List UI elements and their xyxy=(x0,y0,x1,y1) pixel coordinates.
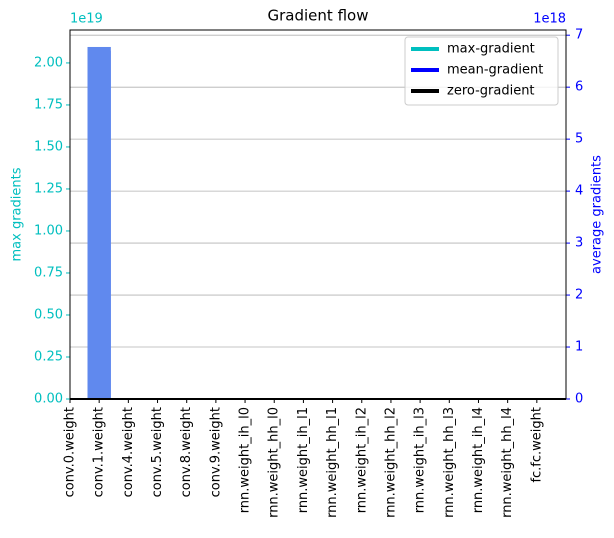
x-tick-label: rnn.weight_ih_l3 xyxy=(413,407,428,513)
x-tick-label: rnn.weight_hh_l2 xyxy=(383,407,398,518)
x-tick-label: conv.4.weight xyxy=(121,407,136,497)
y2-offset-label: 1e18 xyxy=(533,12,566,27)
x-tick-label: conv.9.weight xyxy=(208,407,223,497)
x-tick-label: rnn.weight_ih_l2 xyxy=(354,407,369,513)
y-tick-label: 2.00 xyxy=(34,55,63,70)
x-tick-label: rnn.weight_ih_l1 xyxy=(296,407,311,513)
legend-label: zero-gradient xyxy=(447,84,535,99)
chart-title: Gradient flow xyxy=(268,7,369,25)
y-tick-label: 0.75 xyxy=(34,265,63,280)
x-tick-label: conv.8.weight xyxy=(179,407,194,497)
y-tick-label: 1.00 xyxy=(34,223,63,238)
y-tick-label: 1.25 xyxy=(34,181,63,196)
y-tick-label: 1.50 xyxy=(34,139,63,154)
y-offset-label: 1e19 xyxy=(70,12,103,27)
y2-tick-label: 0 xyxy=(575,392,583,407)
x-tick-label: conv.0.weight xyxy=(63,407,78,497)
x-tick-label: rnn.weight_hh_l4 xyxy=(500,407,515,518)
bar xyxy=(87,50,111,400)
legend-label: mean-gradient xyxy=(447,63,543,78)
y2-tick-label: 1 xyxy=(575,340,583,355)
y-tick-label: 1.75 xyxy=(34,97,63,112)
y2-tick-label: 6 xyxy=(575,80,583,95)
y-tick-label: 0.25 xyxy=(34,349,63,364)
y2-axis-label: average gradients xyxy=(590,155,605,274)
x-tick-label: conv.5.weight xyxy=(150,407,165,497)
y-axis-label: max gradients xyxy=(10,167,25,261)
x-tick-label: rnn.weight_hh_l1 xyxy=(325,407,340,518)
x-tick-label: fc.fc.weight xyxy=(529,407,544,483)
y-tick-label: 0.00 xyxy=(34,392,63,407)
y2-tick-label: 4 xyxy=(575,184,583,199)
y2-tick-label: 2 xyxy=(575,288,583,303)
legend-box xyxy=(404,36,559,106)
x-tick-label: rnn.weight_hh_l0 xyxy=(267,407,282,518)
x-tick-label: rnn.weight_hh_l3 xyxy=(442,407,457,518)
x-tick-label: rnn.weight_ih_l0 xyxy=(238,407,253,513)
y-tick-label: 0.50 xyxy=(34,307,63,322)
x-tick-label: rnn.weight_ih_l4 xyxy=(471,407,486,513)
legend-label: max-gradient xyxy=(447,42,535,57)
x-tick-label: conv.1.weight xyxy=(92,407,107,497)
y2-tick-label: 5 xyxy=(575,132,583,147)
y2-tick-label: 3 xyxy=(575,236,583,251)
y2-tick-label: 7 xyxy=(575,28,583,43)
